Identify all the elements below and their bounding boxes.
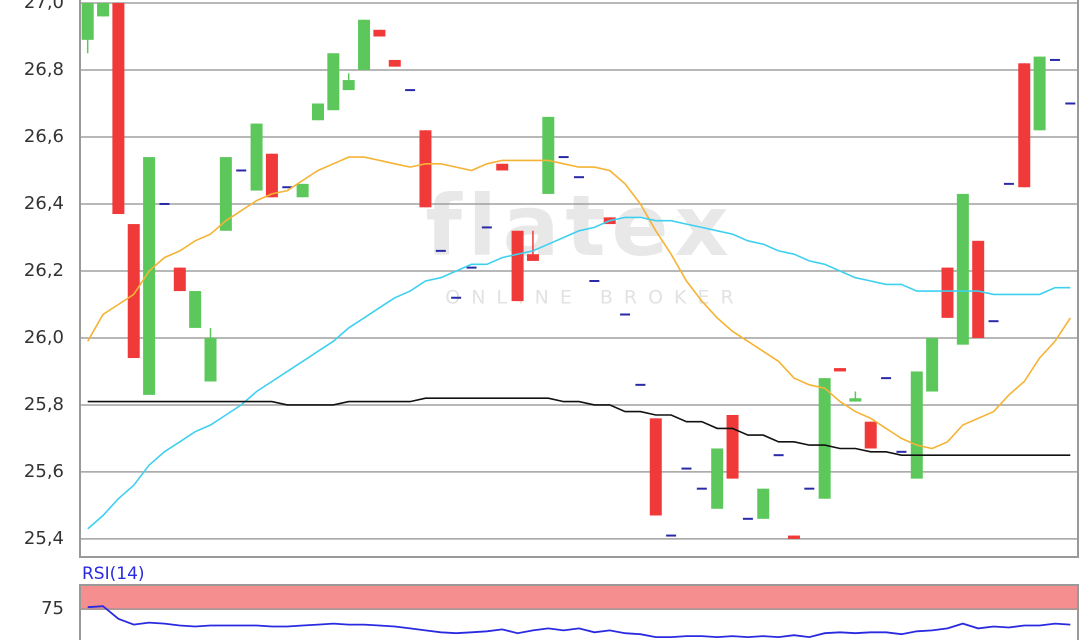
- candle-body: [834, 368, 847, 372]
- rsi-band: [79, 584, 1079, 610]
- candle-body: [726, 414, 739, 479]
- candle-body: [1033, 56, 1046, 131]
- candle-body: [419, 130, 432, 208]
- rsi-tick-label: 75: [41, 598, 64, 619]
- candle-body: [342, 80, 355, 91]
- candle-body: [250, 123, 263, 191]
- candle-body: [1018, 63, 1031, 188]
- candle-body: [204, 337, 217, 382]
- candle-body: [189, 291, 202, 328]
- y-tick-label: 25,6: [24, 461, 64, 482]
- y-tick-label: 26,0: [24, 327, 64, 348]
- candle-body: [711, 448, 724, 509]
- y-tick-label: 26,4: [24, 193, 64, 214]
- candle-body: [358, 19, 371, 71]
- candle-body: [112, 3, 125, 215]
- y-tick-label: 26,6: [24, 126, 64, 147]
- candle-body: [926, 337, 939, 392]
- candle-body: [910, 371, 923, 479]
- rsi-frame: [79, 584, 1079, 640]
- candle-body: [956, 193, 969, 345]
- candle-body: [81, 3, 94, 40]
- candle-body: [849, 398, 862, 402]
- y-tick-label: 27,0: [24, 0, 64, 13]
- rsi-title: RSI(14): [82, 564, 145, 584]
- candle-body: [388, 59, 401, 67]
- candle-body: [864, 421, 877, 449]
- moving-average: [87, 156, 1071, 450]
- candle-body: [127, 224, 140, 359]
- candle-body: [526, 254, 539, 261]
- candle-body: [296, 183, 309, 198]
- candle-body: [787, 535, 800, 539]
- moving-average: [87, 216, 1071, 530]
- candle-body: [941, 267, 954, 318]
- candle-body: [818, 378, 831, 499]
- y-tick-label: 26,2: [24, 260, 64, 281]
- candle-body: [97, 3, 110, 17]
- candle-body: [972, 240, 985, 338]
- candle-body: [327, 53, 340, 111]
- candle-body: [173, 267, 186, 292]
- moving-average: [87, 397, 1071, 456]
- candle-body: [496, 163, 509, 171]
- rsi-line: [87, 605, 1071, 639]
- y-tick-label: 25,8: [24, 394, 64, 415]
- candle-body: [649, 418, 662, 516]
- candle-body: [542, 116, 555, 194]
- y-tick-label: 26,8: [24, 59, 64, 80]
- y-tick-label: 25,4: [24, 528, 64, 549]
- candle-body: [143, 157, 156, 395]
- candle-body: [757, 488, 770, 519]
- candle-body: [219, 157, 232, 231]
- candle-body: [265, 153, 278, 198]
- candle-body: [373, 29, 386, 37]
- watermark-title: flatex: [425, 177, 734, 275]
- plot-frame: [79, 0, 1079, 558]
- candle-body: [511, 230, 524, 302]
- candle-body: [311, 103, 324, 121]
